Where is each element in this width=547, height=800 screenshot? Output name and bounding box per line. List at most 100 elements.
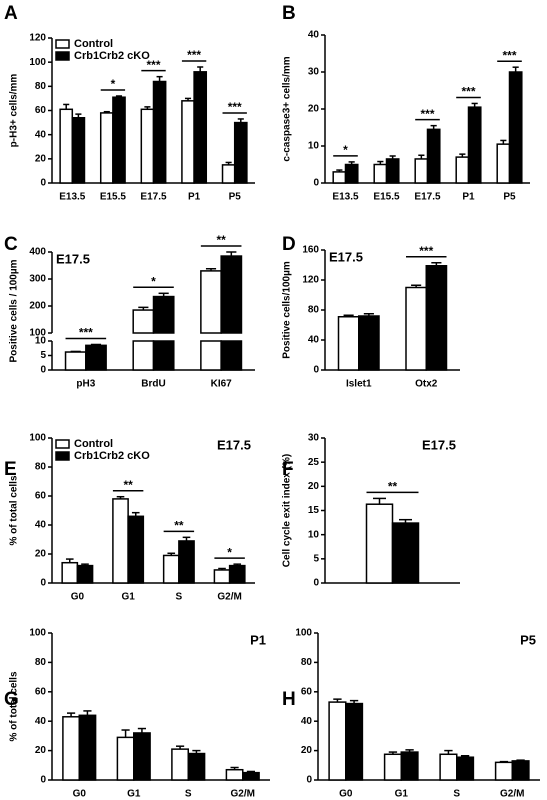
panel-letter: D [282,234,296,255]
annotation: P5 [520,632,536,647]
y-tick-label: 400 [29,247,46,258]
y-tick-label: 200 [29,301,46,312]
bar [426,128,441,184]
x-tick-label: P1 [188,192,201,203]
bar [383,753,403,781]
y-tick-label: 10 [308,141,320,152]
bar [233,121,248,184]
x-tick-label: S [453,789,460,800]
y-tick-label: 25 [308,457,320,468]
x-tick-label: S [185,789,192,800]
panel-letter: H [282,689,296,710]
bar [455,156,470,184]
annotation: E17.5 [329,249,363,264]
bar [62,716,81,781]
annotation: E17.5 [217,437,251,452]
y-tick-label: 40 [35,520,47,531]
annotation: E17.5 [422,437,456,452]
x-tick-label: G0 [339,789,353,800]
y-axis-label: c-caspase3+ cells/mm [282,56,293,161]
y-tick-label: 100 [29,57,46,68]
y-axis-label: % of total cells [9,475,20,545]
bar [200,270,222,334]
significance-label: *** [419,244,433,258]
panel-letter: A [4,3,18,24]
bar [225,768,244,781]
bar [193,71,208,184]
x-tick-label: G1 [121,592,135,603]
bar [221,164,236,184]
bar [220,255,243,334]
bar [200,340,222,371]
bar [467,106,482,184]
y-tick-label: 80 [308,305,320,316]
significance-label: *** [187,48,201,62]
bar [242,771,260,781]
bar [116,736,135,781]
bar [328,701,347,781]
bar [358,315,380,371]
bar [152,340,175,371]
y-tick-label: 0 [40,178,46,189]
bar [345,702,364,781]
significance-label: * [111,77,116,91]
y-tick-label: 0 [313,578,319,589]
y-tick-label: 80 [35,81,47,92]
bar [439,753,458,781]
y-tick-label: 60 [35,686,47,697]
x-tick-label: E13.5 [332,192,359,203]
bar [152,295,175,334]
y-tick-label: 5 [313,553,319,564]
y-tick-label: 60 [35,105,47,116]
bar [391,522,420,584]
bar [127,515,145,584]
bar [228,564,246,584]
y-tick-label: 80 [35,462,47,473]
x-tick-label: G0 [73,789,87,800]
bar [99,112,114,184]
x-tick-label: P5 [503,192,516,203]
x-tick-label: G2/M [231,789,255,800]
bar [373,163,388,184]
y-tick-label: 40 [308,335,320,346]
bar [220,340,243,371]
y-tick-label: 120 [29,33,46,44]
y-axis-label: Cell cycle exit index (%) [282,454,293,567]
y-tick-label: 60 [301,686,313,697]
bar [171,748,189,781]
bar [332,171,347,184]
panel-letter: C [4,234,18,255]
significance-label: *** [146,58,160,72]
x-tick-label: P5 [229,192,242,203]
x-tick-label: G2/M [500,789,524,800]
x-tick-label: E15.5 [100,192,127,203]
y-tick-label: 160 [302,245,319,256]
y-axis-label: Positive cells/100µm [282,261,293,359]
legend-label: Crb1Crb2 cKO [74,50,150,62]
y-tick-label: 15 [308,505,320,516]
y-tick-label: 40 [35,129,47,140]
significance-label: ** [123,478,133,492]
legend-label: Crb1Crb2 cKO [74,450,150,462]
y-tick-label: 20 [301,745,313,756]
y-tick-label: 10 [35,336,47,347]
x-tick-label: BrdU [141,379,165,390]
y-tick-label: 100 [29,328,46,339]
panel-letter: F [282,459,294,480]
y-tick-label: 300 [29,274,46,285]
legend-label: Control [74,38,113,50]
bar [140,108,155,184]
bar [64,351,87,371]
y-tick-label: 0 [40,365,46,376]
bar [152,80,167,184]
bar [385,158,400,184]
y-tick-label: 30 [308,67,320,78]
significance-label: *** [420,107,434,121]
y-tick-label: 20 [35,549,47,560]
x-tick-label: Islet1 [346,379,372,390]
y-axis-label: Positive cells / 100µm [9,259,20,362]
bar [425,265,448,371]
x-tick-label: G1 [127,789,141,800]
significance-label: ** [174,518,184,532]
